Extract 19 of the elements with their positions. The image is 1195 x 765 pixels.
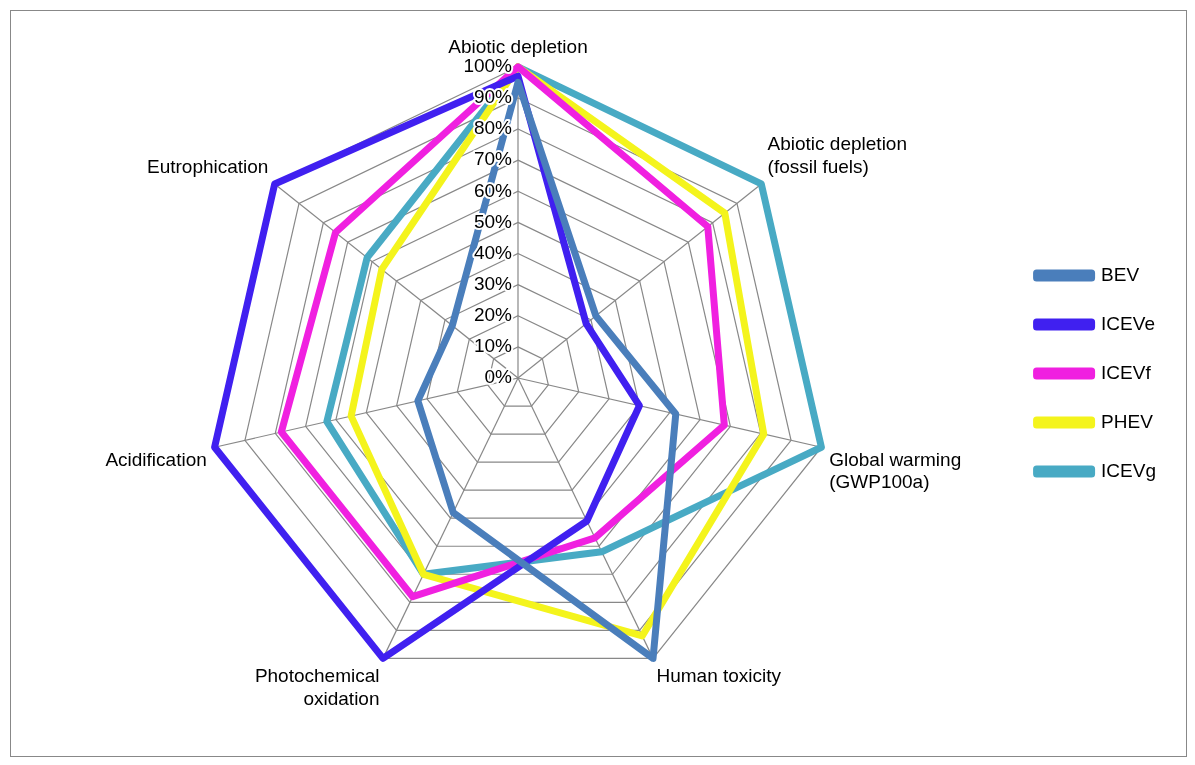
spoke-label: Photochemical oxidation	[254, 665, 380, 710]
legend-label: BEV	[1101, 263, 1140, 285]
spoke-label: Abiotic depletion (fossil fuels)	[767, 133, 907, 177]
spoke-label: Abiotic depletion	[448, 35, 588, 57]
spoke-label: Global warming (GWP100a)	[829, 448, 962, 493]
y-tick-label: 30%	[473, 272, 513, 294]
y-tick-label: 90%	[473, 86, 513, 108]
legend-label: ICEVe	[1101, 312, 1155, 334]
y-tick-label: 100%	[463, 55, 513, 77]
legend-label: ICEVf	[1101, 361, 1152, 383]
y-tick-label: 40%	[473, 241, 513, 263]
spoke-label: Acidification	[105, 448, 207, 470]
y-tick-label: 0%	[484, 366, 513, 388]
legend-label: PHEV	[1101, 410, 1154, 432]
spoke-label: Eutrophication	[146, 155, 269, 177]
y-tick-label: 10%	[473, 335, 513, 357]
spoke-label: Human toxicity	[656, 665, 782, 687]
legend-label: ICEVg	[1101, 459, 1157, 481]
y-tick-label: 20%	[473, 303, 513, 325]
